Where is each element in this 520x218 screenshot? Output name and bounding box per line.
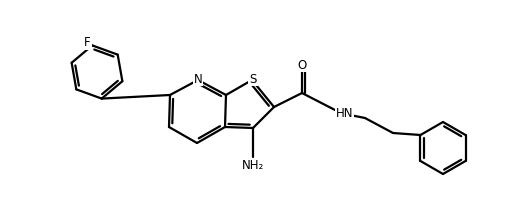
Text: O: O (297, 58, 307, 72)
Text: S: S (249, 73, 257, 85)
Text: F: F (84, 36, 90, 49)
Text: NH₂: NH₂ (242, 158, 264, 172)
Text: HN: HN (336, 107, 354, 119)
Text: N: N (193, 73, 202, 85)
